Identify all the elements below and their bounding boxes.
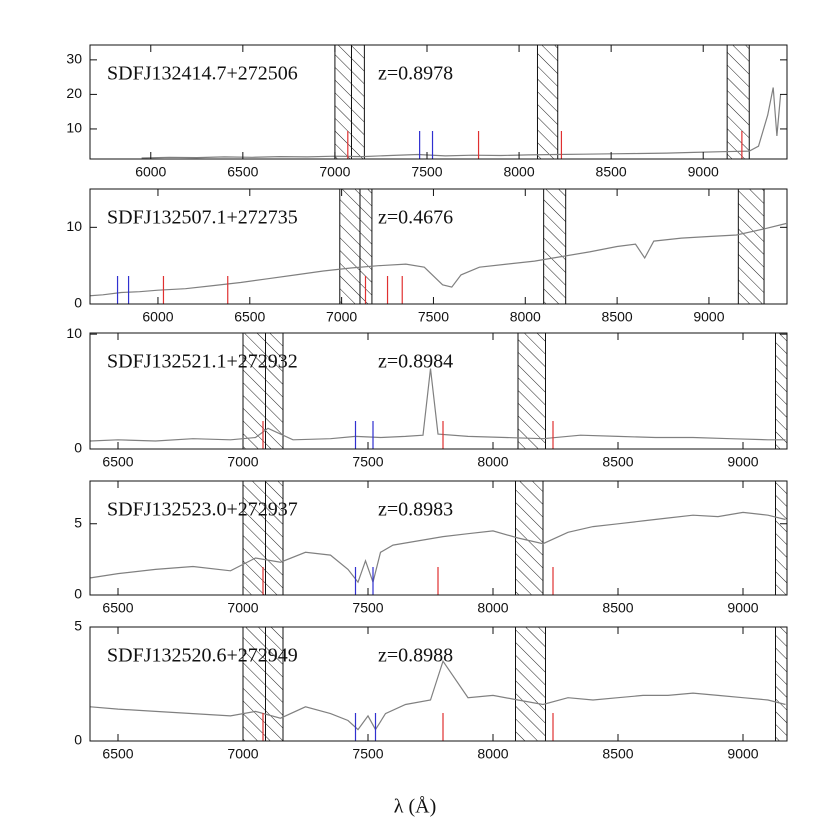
masked-region: [265, 481, 284, 595]
masked-region: [775, 481, 787, 595]
object-name: SDFJ132521.1+272932: [107, 351, 298, 373]
x-tick-label: 6500: [227, 164, 258, 180]
masked-region: [536, 45, 559, 159]
plot-area: [90, 333, 787, 449]
redshift: z=0.8988: [378, 645, 453, 667]
x-tick-label: 9000: [727, 454, 758, 470]
x-tick-label: 7000: [227, 600, 258, 616]
x-tick-label: 6500: [102, 600, 133, 616]
spectrum: [90, 511, 786, 585]
x-tick-label: 9000: [727, 600, 758, 616]
x-tick-label: 9000: [688, 164, 719, 180]
spectrum: [90, 659, 786, 731]
spectrum: [90, 222, 787, 297]
object-name: SDFJ132507.1+272735: [107, 207, 298, 229]
y-tick-label: 10: [66, 325, 82, 341]
y-tick-label: 5: [74, 514, 82, 530]
masked-region: [334, 45, 352, 159]
x-tick-label: 7500: [352, 600, 383, 616]
y-tick-label: 0: [74, 586, 82, 602]
x-tick-label: 8500: [596, 164, 627, 180]
x-tick-label: 6500: [102, 746, 133, 762]
x-tick-label: 8000: [503, 164, 534, 180]
y-tick-label: 10: [66, 218, 82, 234]
y-tick-label: 0: [74, 440, 82, 456]
x-tick-label: 7500: [352, 454, 383, 470]
plot-area: [90, 627, 787, 741]
object-name: SDFJ132523.0+272937: [107, 499, 298, 521]
plot-area: [90, 481, 787, 595]
plot-area: [90, 189, 787, 304]
x-tick-label: 8500: [602, 600, 633, 616]
masked-region: [543, 189, 567, 304]
x-tick-label: 8000: [477, 454, 508, 470]
redshift: z=0.8978: [378, 63, 453, 85]
x-tick-label: 7500: [411, 164, 442, 180]
x-tick-label: 8000: [477, 600, 508, 616]
redshift: z=0.8984: [378, 351, 453, 373]
x-tick-label: 6000: [135, 164, 166, 180]
x-tick-label: 8500: [602, 746, 633, 762]
y-tick-label: 10: [66, 120, 82, 136]
masked-region: [265, 333, 284, 449]
panel-frame: [89, 44, 788, 160]
spectrum: [90, 368, 786, 442]
x-tick-label: 9000: [727, 746, 758, 762]
redshift: z=0.8983: [378, 499, 453, 521]
y-tick-label: 0: [74, 295, 82, 311]
plot-area: [141, 45, 782, 159]
y-tick-label: 30: [66, 51, 82, 67]
x-tick-label: 6500: [234, 309, 265, 325]
x-tick-label: 8000: [510, 309, 541, 325]
masked-region: [265, 627, 284, 741]
panel-frame: [89, 188, 788, 305]
x-tick-label: 7000: [319, 164, 350, 180]
redshift: z=0.4676: [378, 207, 453, 229]
x-tick-label: 9000: [693, 309, 724, 325]
masked-region: [350, 45, 365, 159]
x-tick-label: 7500: [418, 309, 449, 325]
masked-region: [775, 333, 787, 449]
x-tick-label: 6000: [142, 309, 173, 325]
y-tick-label: 5: [74, 618, 82, 634]
masked-region: [737, 189, 765, 304]
x-tick-label: 8500: [602, 309, 633, 325]
x-tick-label: 7000: [227, 746, 258, 762]
x-axis-label: λ (Å): [394, 796, 436, 818]
masked-region: [775, 627, 787, 741]
y-tick-label: 20: [66, 85, 82, 101]
panel-frame: [89, 480, 788, 596]
masked-region: [515, 627, 546, 741]
x-tick-label: 7000: [326, 309, 357, 325]
x-tick-label: 8000: [477, 746, 508, 762]
masked-region: [726, 45, 750, 159]
x-tick-label: 6500: [102, 454, 133, 470]
panel-frame: [89, 332, 788, 450]
x-tick-label: 7000: [227, 454, 258, 470]
spectrum: [141, 87, 782, 159]
x-tick-label: 8500: [602, 454, 633, 470]
object-name: SDFJ132414.7+272506: [107, 63, 298, 85]
masked-region: [339, 189, 361, 304]
y-tick-label: 0: [74, 732, 82, 748]
object-name: SDFJ132520.6+272949: [107, 645, 298, 667]
x-tick-label: 7500: [352, 746, 383, 762]
masked-region: [359, 189, 373, 304]
panel-frame: [89, 626, 788, 742]
masked-region: [517, 333, 546, 449]
